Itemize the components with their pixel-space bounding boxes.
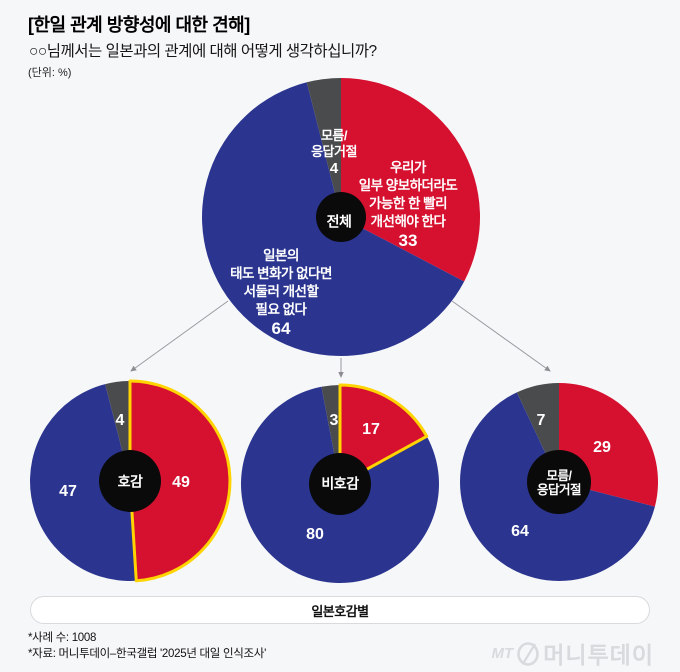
value-unfavorable-gray: 3 <box>329 412 339 429</box>
footnote-sample-size: *사례 수: 1008 <box>28 632 97 644</box>
moneytoday-logo: MT 머니투데이 <box>492 636 654 670</box>
slice-value: 64 <box>271 319 291 338</box>
value-unfavorable-red: 17 <box>362 421 380 438</box>
value-dontknow-gray: 7 <box>536 412 546 429</box>
value-unfavorable-blue: 80 <box>306 526 324 543</box>
pie-center-label-unfavorable: 비호감 <box>321 475 359 492</box>
pie-center-label-dontknow: 모름/ 응답거절 <box>536 469 582 497</box>
pie-total <box>202 77 481 356</box>
slice-label-text: 우리가 일부 양보하더라도 가능한 한 빨리 개선해야 한다 <box>358 160 458 229</box>
slice-value: 33 <box>398 231 418 250</box>
pie-unfavorable <box>240 383 439 583</box>
pie-center-label-favorable: 호감 <box>117 473 143 490</box>
slice-label-total-improve: 우리가 일부 양보하더라도 가능한 한 빨리 개선해야 한다 33 <box>359 141 458 268</box>
unit-label: (단위: %) <box>28 67 72 79</box>
group-axis-label: 일본호감별 <box>311 603 369 619</box>
footnote-source: *자료: 머니투데이–한국갤럽 '2025년 대일 인식조사' <box>28 648 266 660</box>
survey-question: ○○님께서는 일본과의 관계에 대해 어떻게 생각하십니까? <box>29 43 377 60</box>
slice-label-text: 일본의 태도 변화가 없다면 서둘러 개선할 필요 없다 <box>230 248 332 317</box>
slice-label-total-norush: 일본의 태도 변화가 없다면 서둘러 개선할 필요 없다 64 <box>230 229 332 356</box>
value-dontknow-red: 29 <box>593 439 611 456</box>
arrow-to-dontknow <box>451 300 551 372</box>
slice-value: 4 <box>329 160 339 177</box>
slice-label-total-dontknow: 모름/ 응답거절 4 <box>311 112 357 193</box>
arrow-to-favorable <box>130 300 229 372</box>
group-axis-bar: 일본호감별 <box>30 596 650 624</box>
value-favorable-blue: 47 <box>59 483 77 500</box>
value-dontknow-blue: 64 <box>511 523 529 540</box>
page-title: [한일 관계 방향성에 대한 견해] <box>28 15 250 35</box>
logo-name-text: 머니투데이 <box>543 642 654 668</box>
logo-circle-icon <box>517 641 539 666</box>
pie-favorable <box>30 379 232 583</box>
logo-mt-text: MT <box>491 644 514 662</box>
value-favorable-red: 49 <box>172 474 190 491</box>
pie-dontknow <box>460 383 659 581</box>
pie-center-label-total: 전체 <box>326 213 352 230</box>
value-favorable-gray: 4 <box>115 412 125 429</box>
slice-label-text: 모름/ 응답거절 <box>311 128 357 159</box>
